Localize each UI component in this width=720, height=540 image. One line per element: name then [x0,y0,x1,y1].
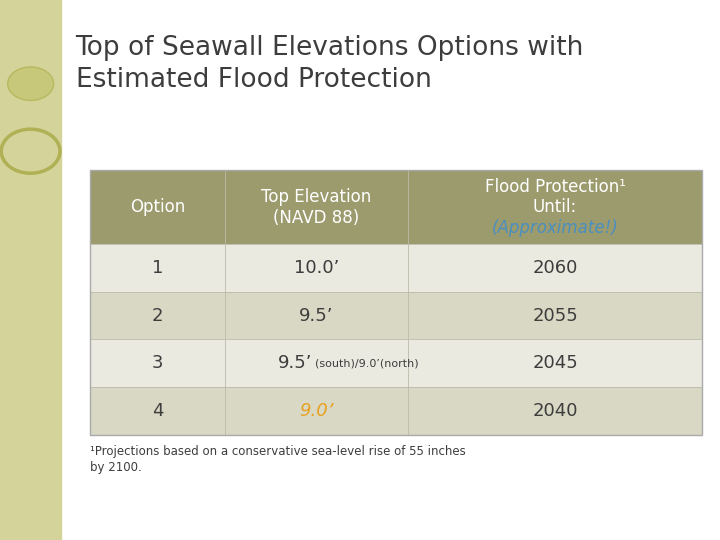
Bar [90,244,702,292]
Bar [90,340,702,387]
Text: 2060: 2060 [532,259,578,277]
Text: Until:: Until: [533,198,577,216]
Ellipse shape [8,67,53,100]
Text: Option: Option [130,198,185,216]
Text: 9.0’: 9.0’ [300,402,333,420]
Text: (Approximate!): (Approximate!) [492,219,618,237]
Text: 2055: 2055 [532,307,578,325]
Bar [0,0,61,540]
Text: Flood Protection¹: Flood Protection¹ [485,178,626,195]
Bar [90,170,702,244]
Text: 3: 3 [152,354,163,372]
Text: 9.5’: 9.5’ [300,307,333,325]
Bar [90,170,702,435]
Text: (south)/9.0’(north): (south)/9.0’(north) [315,358,418,368]
Text: ¹Projections based on a conservative sea-level rise of 55 inches
by 2100.: ¹Projections based on a conservative sea… [90,446,466,474]
Text: 2: 2 [152,307,163,325]
Text: Top of Seawall Elevations Options with
Estimated Flood Protection: Top of Seawall Elevations Options with E… [76,35,584,93]
Bar [90,387,702,435]
Bar [90,292,702,340]
Text: 2040: 2040 [532,402,578,420]
Text: 1: 1 [152,259,163,277]
Text: 9.5’: 9.5’ [279,354,312,372]
Text: 10.0’: 10.0’ [294,259,339,277]
Text: Top Elevation
(NAVD 88): Top Elevation (NAVD 88) [261,188,372,227]
Text: 2045: 2045 [532,354,578,372]
Text: 4: 4 [152,402,163,420]
